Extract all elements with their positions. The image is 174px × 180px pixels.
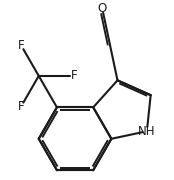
Text: O: O <box>97 2 107 15</box>
Text: F: F <box>18 39 24 52</box>
Text: NH: NH <box>138 125 156 138</box>
Text: F: F <box>71 69 78 82</box>
Text: F: F <box>18 100 24 113</box>
